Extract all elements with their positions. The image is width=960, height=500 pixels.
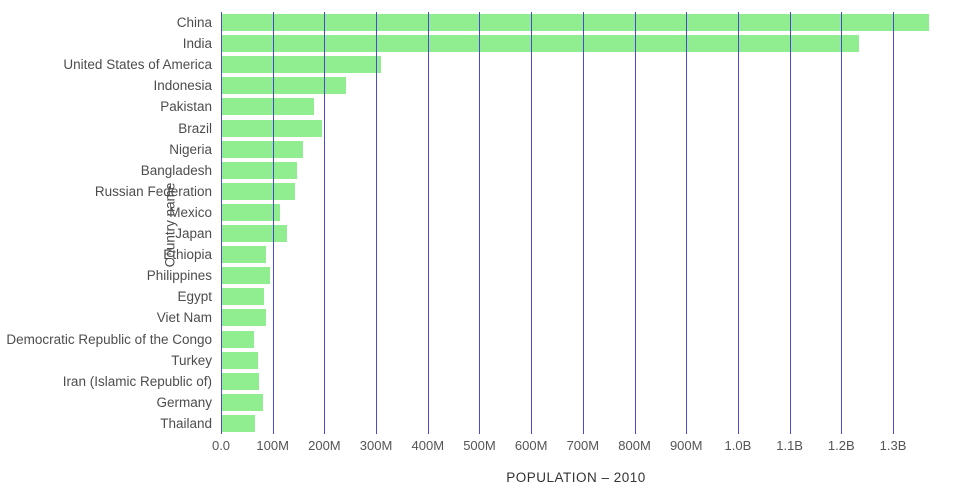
x-tick-label-1.2B: 1.2B: [827, 438, 855, 453]
country-label-indonesia: Indonesia: [153, 78, 212, 94]
country-label-brazil: Brazil: [178, 120, 212, 136]
x-tick-label-0.0: 0.0: [211, 438, 231, 453]
y-axis-title: Country name: [162, 182, 178, 268]
gridline-900M: [686, 12, 688, 434]
x-tick-label-1.0B: 1.0B: [724, 438, 752, 453]
gridline-800M: [634, 12, 636, 434]
gridline-600M: [531, 12, 533, 434]
bar-iran-islamic-republic-of: [221, 372, 260, 390]
bar-mexico: [221, 203, 280, 221]
country-label-pakistan: Pakistan: [160, 99, 212, 115]
bar-russian-federation: [221, 182, 296, 200]
x-tick-label-200M: 200M: [308, 438, 341, 453]
bar-brazil: [221, 119, 323, 137]
x-tick-label-1.1B: 1.1B: [776, 438, 803, 453]
x-tick-label-300M: 300M: [359, 438, 393, 453]
country-label-india: India: [182, 36, 212, 52]
bar-nigeria: [221, 140, 303, 158]
x-tick-label-1.3B: 1.3B: [879, 438, 907, 453]
x-tick-label-600M: 600M: [514, 438, 548, 453]
country-label-mexico: Mexico: [169, 204, 212, 220]
bar-turkey: [221, 351, 259, 369]
y-axis-labels: China India United States of America Indone…: [0, 12, 217, 434]
bar-viet-nam: [221, 309, 267, 327]
gridline-1.1B: [789, 12, 791, 434]
gridline-0.0: [221, 12, 222, 434]
country-label-viet-nam: Viet Nam: [156, 310, 212, 326]
country-label-philippines: Philippines: [146, 268, 212, 284]
country-label-democratic-republic-of-the-congo: Democratic Republic of the Congo: [6, 331, 212, 347]
gridline-200M: [324, 12, 326, 434]
x-tick-label-100M: 100M: [256, 438, 289, 453]
country-label-bangladesh: Bangladesh: [140, 162, 212, 178]
bar-united-states-of-america: [221, 56, 381, 74]
country-label-iran-islamic-republic-of: Iran (Islamic Republic of): [62, 373, 212, 389]
country-label-egypt: Egypt: [177, 289, 212, 305]
gridline-1.0B: [737, 12, 739, 434]
bar-philippines: [221, 267, 270, 285]
bar-indonesia: [221, 77, 346, 95]
x-tick-label-800M: 800M: [618, 438, 651, 453]
gridline-100M: [272, 12, 274, 434]
x-tick-label-400M: 400M: [411, 438, 445, 453]
country-label-ethiopia: Ethiopia: [163, 247, 212, 263]
bar-japan: [221, 225, 288, 243]
x-axis-title: POPULATION – 2010: [506, 470, 646, 485]
bar-germany: [221, 393, 263, 411]
country-label-nigeria: Nigeria: [169, 141, 212, 157]
bar-pakistan: [221, 98, 314, 116]
bar-democratic-republic-of-the-congo: [221, 330, 255, 348]
country-label-germany: Germany: [156, 394, 212, 410]
bar-india: [221, 35, 860, 53]
bar-ethiopia: [221, 246, 267, 264]
gridline-500M: [479, 12, 481, 434]
gridline-700M: [582, 12, 584, 434]
country-label-china: China: [176, 15, 212, 30]
gridline-1.2B: [841, 12, 843, 434]
x-tick-label-700M: 700M: [566, 438, 600, 453]
country-label-united-states-of-america: United States of America: [63, 57, 212, 73]
x-tick-label-900M: 900M: [669, 438, 703, 453]
x-axis-ticks: 0.0 100M 200M 300M 400M 500M 600M 700M 800M 900M 1…: [0, 438, 960, 456]
country-label-turkey: Turkey: [171, 352, 212, 368]
gridline-300M: [376, 12, 378, 434]
country-label-thailand: Thailand: [160, 415, 212, 431]
gridline-400M: [427, 12, 429, 434]
bar-thailand: [221, 414, 256, 432]
x-tick-label-500M: 500M: [463, 438, 496, 453]
bar-bangladesh: [221, 161, 298, 179]
plot-area: [221, 12, 937, 434]
country-label-japan: Japan: [175, 226, 212, 241]
bar-china: [221, 14, 929, 32]
bar-egypt: [221, 288, 264, 306]
country-label-russian-federation: Russian Federation: [94, 183, 212, 199]
gridline-1.3B: [893, 12, 894, 434]
